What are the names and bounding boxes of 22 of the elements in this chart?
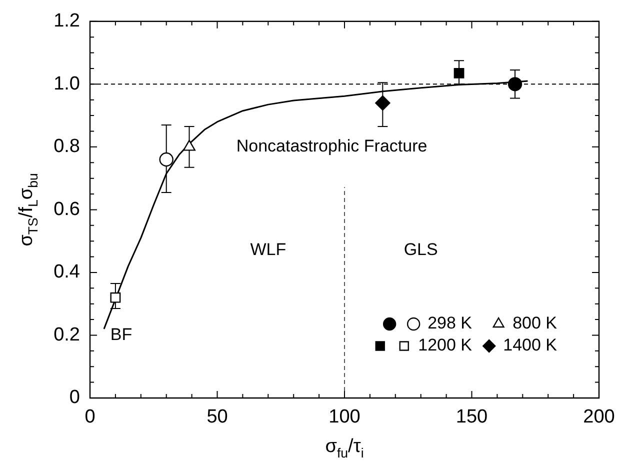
- x-tick-label: 150: [456, 406, 488, 428]
- annotation: BF: [110, 324, 132, 344]
- y-tick-label: 0: [69, 387, 80, 408]
- x-tick-label: 100: [328, 406, 360, 428]
- y-axis-title: σTS/fLσbu: [16, 173, 41, 246]
- legend-label: 298 K: [428, 314, 473, 333]
- legend-label: 1200 K: [418, 336, 473, 355]
- point: [375, 95, 390, 111]
- y-tick-label: 1.2: [54, 10, 80, 32]
- x-tick-label: 0: [84, 406, 96, 428]
- y-tick-label: 0.8: [54, 136, 80, 158]
- x-tick-label: 50: [206, 406, 228, 428]
- legend-label: 800 K: [512, 314, 558, 333]
- annotation: WLF: [250, 240, 286, 260]
- x-tick-label: 200: [583, 406, 615, 428]
- annotation: Noncatastrophic Fracture: [236, 136, 428, 156]
- y-tick-label: 0.2: [54, 324, 80, 346]
- y-tick-label: 1.0: [54, 73, 80, 94]
- legend-label: 1400 K: [503, 336, 558, 355]
- y-tick-label: 0.4: [54, 262, 80, 283]
- annotation: GLS: [404, 240, 438, 260]
- y-tick-label: 0.6: [54, 198, 80, 220]
